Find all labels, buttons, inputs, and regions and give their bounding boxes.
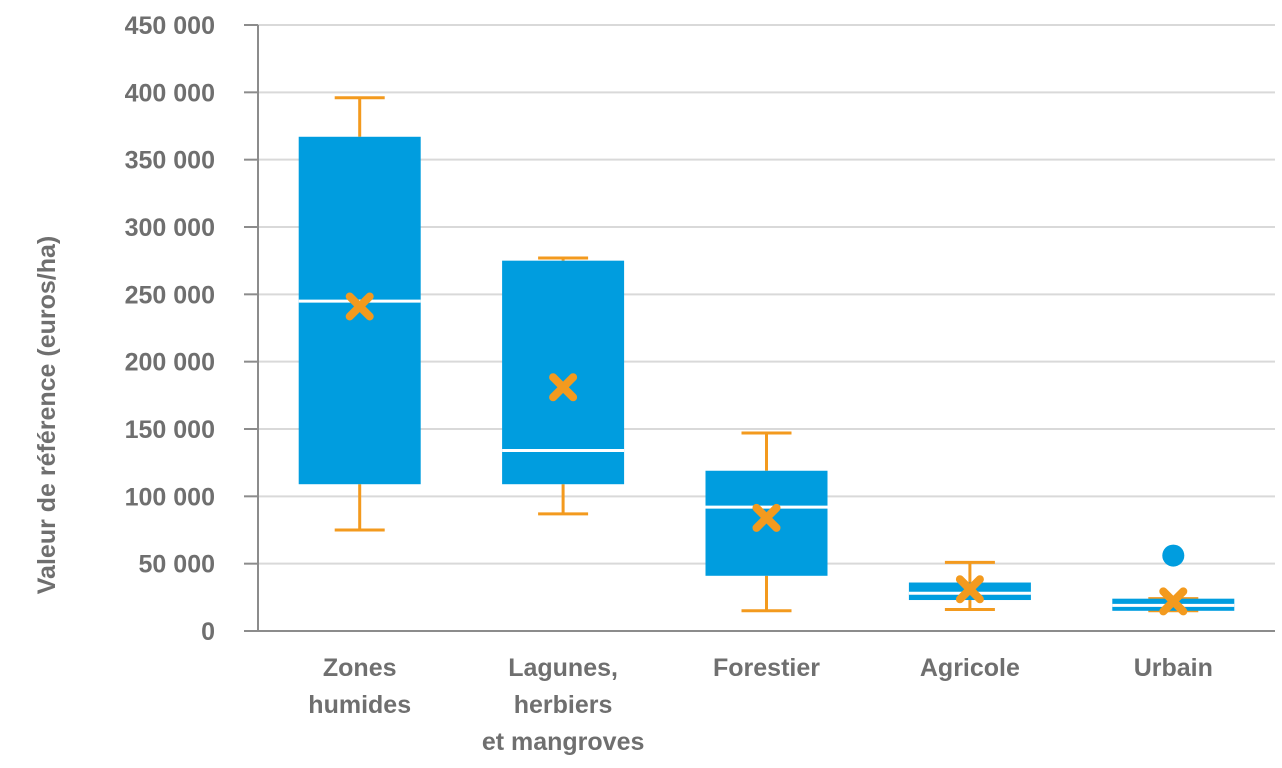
box-group [705,431,828,613]
y-tick-label: 200 000 [125,349,215,377]
box-group [1112,544,1235,616]
mean-marker [549,373,578,402]
gridlines [258,24,1275,565]
mean-marker [345,292,374,321]
mean-marker [1159,587,1188,616]
x-tick-label-line: Urbain [1134,654,1213,682]
y-tick-label: 300 000 [125,214,215,242]
box-iqr [502,260,625,485]
x-tick-label-line: Lagunes, [508,654,618,682]
y-axis-label: Valeur de référence (euros/ha) [33,236,61,594]
box-group [908,560,1031,611]
y-tick-label: 250 000 [125,281,215,309]
x-tick-label: Forestier [713,654,820,682]
box-group [502,256,625,516]
y-tick-label: 400 000 [125,79,215,107]
mean-marker [955,575,984,604]
x-tick-labels: Zones humides Lagunes, herbiers et mangroves… [308,654,1213,756]
axes [244,24,1275,632]
y-tick-labels: 0 50 000 100 000 150 000 200 000 250 000 300 0… [125,12,215,646]
x-tick-label-line: Zones [323,654,397,682]
y-tick-label: 350 000 [125,147,215,175]
x-tick-label-line: Forestier [713,654,820,682]
y-tick-label: 150 000 [125,416,215,444]
y-tick-label: 50 000 [139,551,215,579]
x-tick-label-line: herbiers [514,691,613,719]
boxes [298,96,1235,616]
x-tick-label-line: et mangroves [482,728,645,756]
outlier-point [1162,544,1185,567]
y-tick-label: 0 [201,618,215,646]
box-group [298,96,421,532]
x-tick-label: Zones humides [308,654,411,719]
y-tick-label: 100 000 [125,483,215,511]
x-tick-label: Agricole [920,654,1020,682]
y-tick-label: 450 000 [125,12,215,40]
x-tick-label: Urbain [1134,654,1213,682]
x-tick-label-line: Agricole [920,654,1020,682]
x-tick-label: Lagunes, herbiers et mangroves [482,654,645,756]
x-tick-label-line: humides [308,691,411,719]
mean-marker [752,503,781,532]
